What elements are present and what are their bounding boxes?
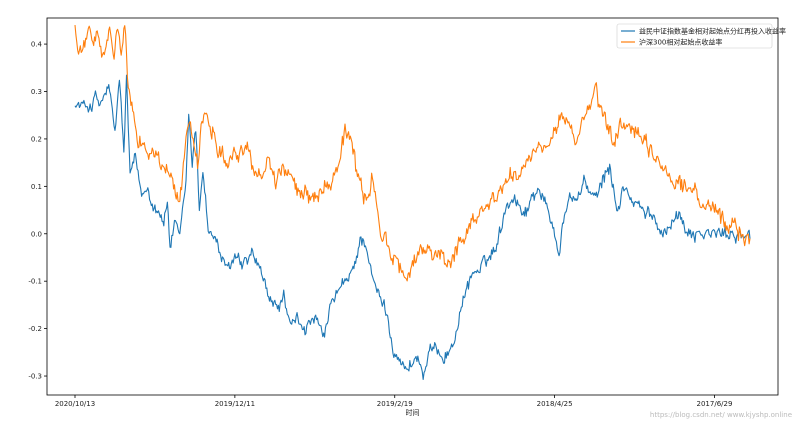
- x-tick-label: 2019/2/19: [377, 400, 413, 408]
- y-tick-label: 0.2: [31, 135, 42, 143]
- series-group: [74, 25, 751, 380]
- series-line-0: [74, 74, 751, 380]
- x-axis: 2020/10/13 2019/12/11 2019/2/19 2018/4/25 20…: [55, 395, 733, 408]
- plot-frame: [46, 17, 779, 396]
- legend-box: [616, 23, 773, 49]
- series-line-1: [74, 25, 751, 282]
- x-tick-label: 2019/12/11: [215, 400, 255, 408]
- legend: 益民中证指数基金相对起始点分红再投入收益率 沪深300相对起始点收益率: [616, 23, 786, 49]
- legend-entry-series-1: 沪深300相对起始点收益率: [639, 38, 722, 47]
- y-tick-label: 0.3: [31, 88, 42, 96]
- y-axis: -0.3 -0.2 -0.1 0.0 0.1 0.2 0.3 0.4: [28, 41, 47, 381]
- y-tick-label: -0.1: [28, 278, 42, 286]
- y-tick-label: 0.4: [31, 41, 43, 49]
- y-tick-label: 0.1: [31, 183, 42, 191]
- watermark: https://blog.csdn.net/ www.kjyshp.online: [649, 411, 792, 419]
- x-tick-label: 2017/6/29: [697, 400, 733, 408]
- y-tick-label: -0.2: [28, 325, 42, 333]
- x-tick-label: 2018/4/25: [537, 400, 573, 408]
- x-axis-label: 时间: [406, 408, 420, 417]
- legend-entry-series-0: 益民中证指数基金相对起始点分红再投入收益率: [639, 27, 786, 36]
- x-tick-label: 2020/10/13: [55, 400, 95, 408]
- y-tick-label: -0.3: [28, 373, 42, 381]
- y-tick-label: 0.0: [31, 230, 42, 238]
